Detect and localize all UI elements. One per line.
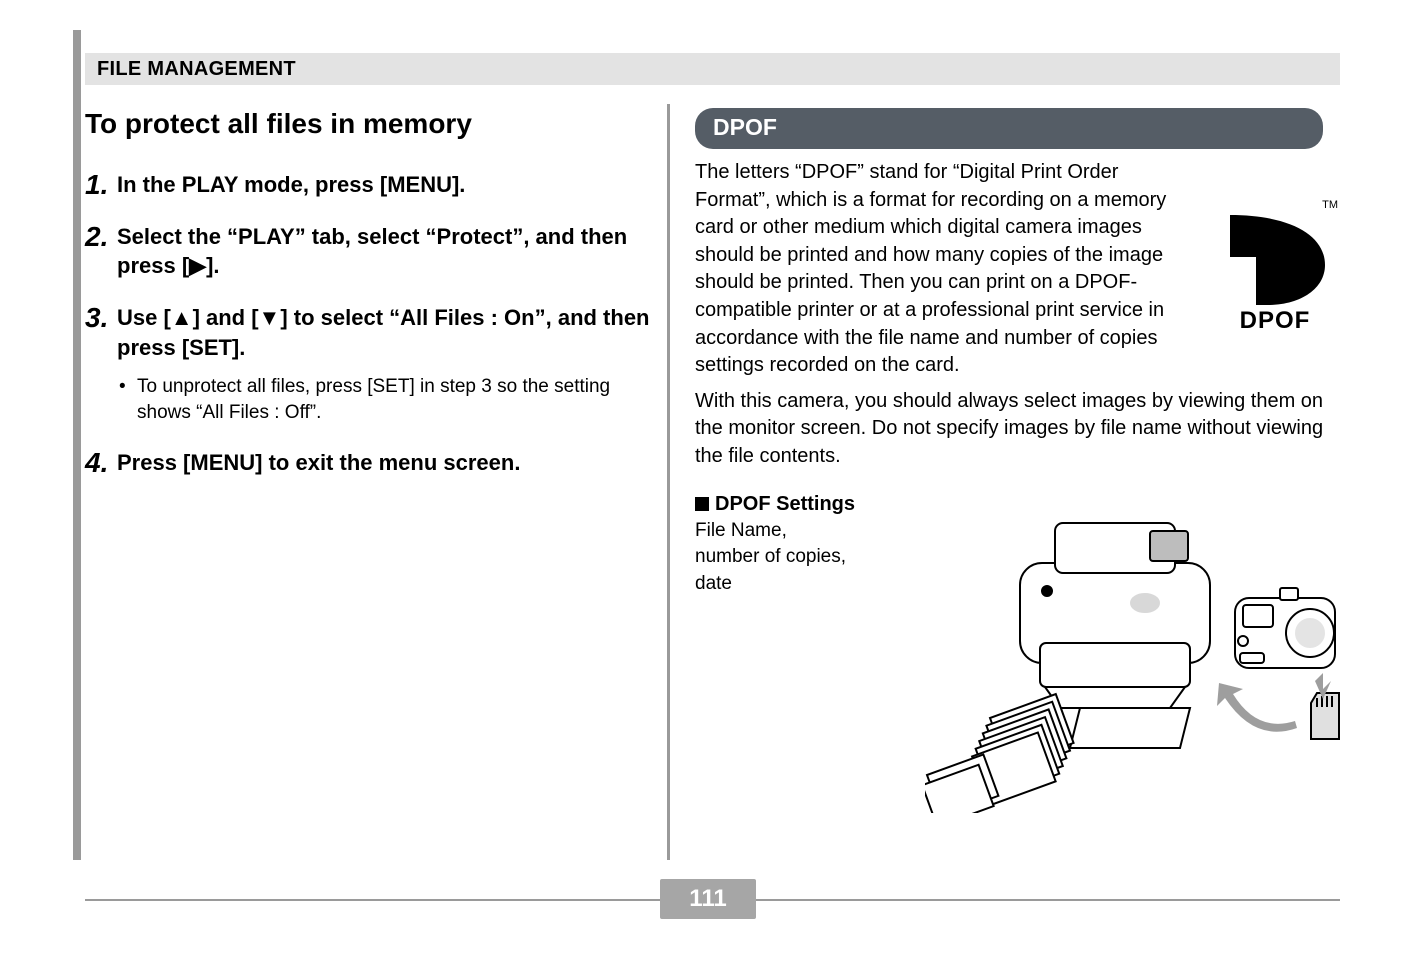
illustration-svg <box>925 493 1345 813</box>
dpof-para-2: With this camera, you should always sele… <box>695 388 1340 471</box>
dpof-intro-text: The letters “DPOF” stand for “Digital Pr… <box>695 159 1196 388</box>
bullet-icon: • <box>119 374 137 425</box>
dpof-intro-wrap: The letters “DPOF” stand for “Digital Pr… <box>695 159 1340 388</box>
dpof-settings-text: DPOF Settings File Name, number of copie… <box>695 493 925 813</box>
step-4: 4. Press [MENU] to exit the menu screen. <box>85 448 650 478</box>
step-1: 1. In the PLAY mode, press [MENU]. <box>85 170 650 200</box>
step-subnote: • To unprotect all files, press [SET] in… <box>119 374 650 425</box>
step-3: 3. Use [▲] and [▼] to select “All Files … <box>85 303 650 426</box>
step-text: Use [▲] and [▼] to select “All Files : O… <box>117 303 650 362</box>
dpof-illustration <box>925 493 1345 813</box>
camera-icon <box>1235 588 1335 668</box>
dpof-word: DPOF <box>1240 307 1311 335</box>
left-title: To protect all files in memory <box>85 108 650 140</box>
page: FILE MANAGEMENT To protect all files in … <box>0 0 1411 954</box>
dpof-settings-block: DPOF Settings File Name, number of copie… <box>695 493 1340 813</box>
step-number: 1. <box>85 170 117 200</box>
page-number: 111 <box>660 879 756 919</box>
dpof-para-1: The letters “DPOF” stand for “Digital Pr… <box>695 159 1196 380</box>
paper-sheet-icon <box>1070 708 1190 748</box>
printer-icon <box>1020 523 1210 708</box>
steps-list: 1. In the PLAY mode, press [MENU]. 2. Se… <box>85 170 650 477</box>
column-divider <box>667 104 670 860</box>
dpof-settings-heading: DPOF Settings <box>695 493 925 516</box>
left-column: To protect all files in memory 1. In the… <box>85 108 650 499</box>
tm-mark: TM <box>1322 199 1338 211</box>
dpof-heading-pill: DPOF <box>695 108 1323 149</box>
dpof-settings-heading-label: DPOF Settings <box>715 493 855 515</box>
dpof-logo: TM DPOF <box>1210 159 1340 388</box>
step-2: 2. Select the “PLAY” tab, select “Protec… <box>85 222 650 281</box>
right-column: DPOF The letters “DPOF” stand for “Digit… <box>695 108 1340 813</box>
photo-stack-icon <box>925 694 1084 813</box>
step-text: Press [MENU] to exit the menu screen. <box>117 448 650 478</box>
left-vertical-stripe <box>73 30 81 860</box>
dpof-mark-icon <box>1220 215 1330 305</box>
header-section-label: FILE MANAGEMENT <box>97 58 296 81</box>
step-subnote-text: To unprotect all files, press [SET] in s… <box>137 374 650 425</box>
step-number: 4. <box>85 448 117 478</box>
memory-card-icon <box>1311 693 1339 739</box>
square-bullet-icon <box>695 497 709 511</box>
step-text: In the PLAY mode, press [MENU]. <box>117 170 650 200</box>
dpof-settings-body: File Name, number of copies, date <box>695 518 925 598</box>
step-number: 2. <box>85 222 117 281</box>
step-number: 3. <box>85 303 117 426</box>
step-text: Select the “PLAY” tab, select “Protect”,… <box>117 222 650 281</box>
arrow-card-to-printer-icon <box>1217 683 1297 732</box>
